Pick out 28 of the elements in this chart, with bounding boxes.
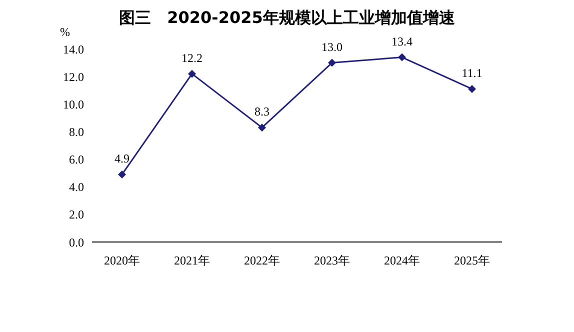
y-tick-label: 2.0: [69, 208, 84, 222]
point: [118, 170, 126, 178]
x-tick-label: 2023年: [314, 254, 350, 268]
y-tick-label: 8.0: [69, 124, 84, 139]
data-label: 4.9: [114, 151, 130, 166]
y-tick-label: 4.0: [69, 180, 84, 194]
y-tick-label: 0.0: [69, 235, 84, 250]
y-tick-label: 10.0: [63, 97, 84, 112]
point: [258, 124, 266, 132]
y-tick-label: 12.0: [63, 70, 84, 84]
y-axis-title: %: [60, 25, 70, 40]
point: [188, 70, 196, 78]
point: [398, 53, 406, 62]
x-tick-label: 2024年: [384, 254, 420, 268]
x-tick-label: 2022年: [244, 254, 280, 268]
x-tick-label: 2020年: [104, 254, 140, 268]
point: [328, 58, 336, 67]
x-tick-label: 2021年: [174, 254, 210, 268]
data-label: 11.1: [462, 66, 482, 80]
data-label: 13.0: [322, 40, 342, 54]
y-tick-label: 14.0: [63, 42, 84, 56]
data-label: 13.4: [392, 34, 412, 48]
data-label: 8.3: [254, 104, 270, 119]
point: [468, 84, 476, 93]
x-tick-label: 2025年: [454, 254, 490, 268]
chart-title: 图三 2020-2025年规模以上工业增加值增速: [119, 8, 455, 27]
data-label: 12.2: [182, 50, 202, 65]
y-tick-label: 6.0: [69, 152, 84, 167]
